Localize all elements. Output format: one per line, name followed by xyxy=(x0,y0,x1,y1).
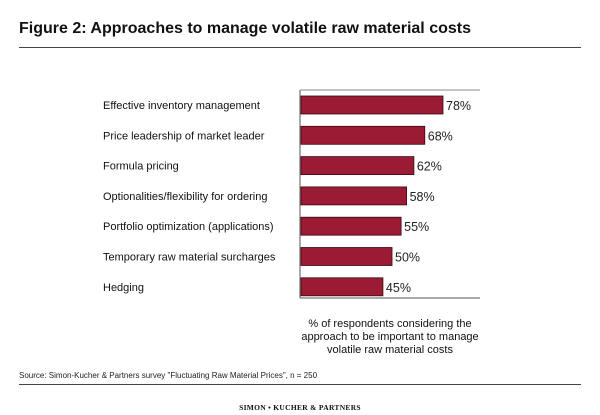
bar xyxy=(300,186,407,206)
figure-title: Figure 2: Approaches to manage volatile … xyxy=(19,20,471,37)
data-label: 45% xyxy=(386,281,411,295)
data-label: 50% xyxy=(395,251,420,265)
data-label: 68% xyxy=(428,129,453,143)
source-rule xyxy=(19,384,581,385)
category-label: Portfolio optimization (applications) xyxy=(103,221,274,233)
bar xyxy=(300,277,384,297)
title-rule xyxy=(19,47,581,48)
category-label: Hedging xyxy=(103,282,144,294)
category-label: Effective inventory management xyxy=(103,100,260,112)
x-axis-label: % of respondents considering the approac… xyxy=(301,318,479,356)
category-label: Price leadership of market leader xyxy=(103,130,265,142)
bar xyxy=(300,216,402,236)
category-label: Temporary raw material surcharges xyxy=(103,252,276,264)
data-label: 78% xyxy=(446,99,471,113)
bar xyxy=(300,95,444,115)
data-label: 62% xyxy=(417,160,442,174)
bar xyxy=(300,247,393,266)
source-note: Source: Simon-Kucher & Partners survey "… xyxy=(19,371,318,380)
data-label: 58% xyxy=(410,190,435,204)
bar xyxy=(300,125,426,145)
category-label: Formula pricing xyxy=(103,161,179,173)
category-label: Optionalities/flexibility for ordering xyxy=(103,191,267,203)
company-logo: SIMON • KUCHER & PARTNERS xyxy=(239,403,361,412)
bar xyxy=(300,156,415,176)
data-label: 55% xyxy=(404,220,429,234)
